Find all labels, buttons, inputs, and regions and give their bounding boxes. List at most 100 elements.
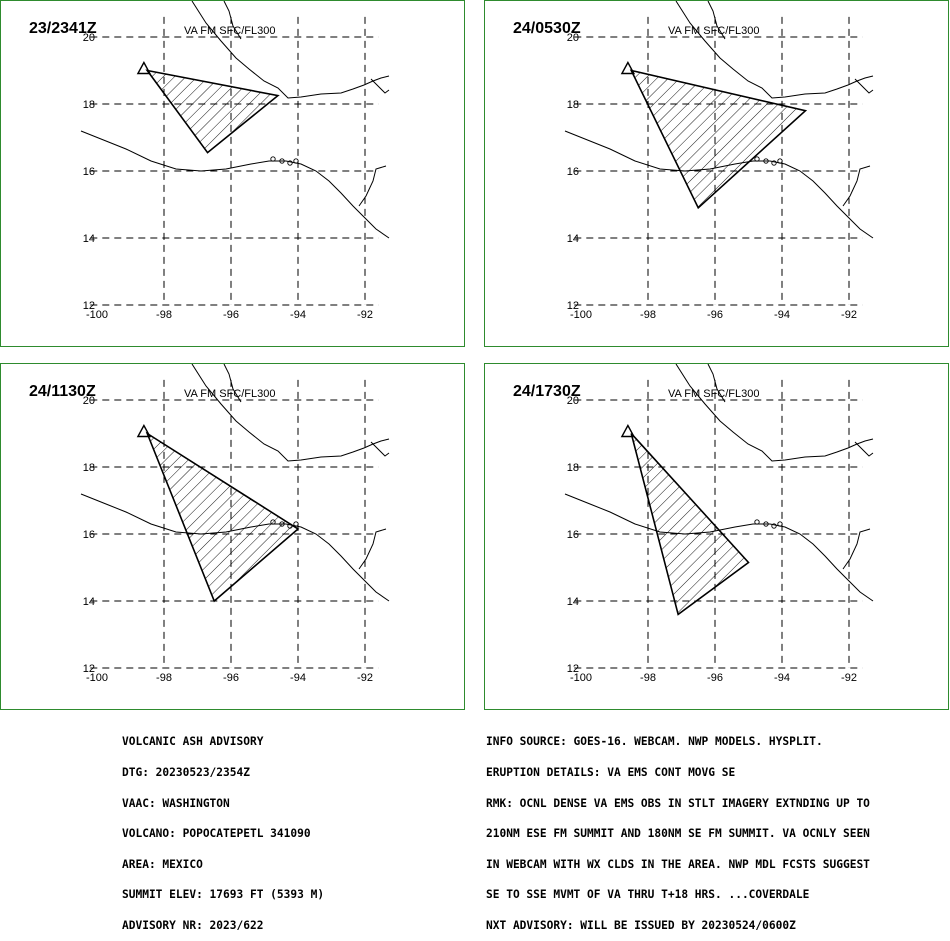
coastline-yucatan bbox=[854, 441, 874, 457]
x-tick-label: -100 bbox=[86, 309, 108, 321]
y-tick-label: 12 bbox=[567, 663, 579, 675]
x-tick-label: -98 bbox=[156, 672, 172, 684]
ash-map-2: -100 -98 -96 -94 -92 20 18 16 14 12 bbox=[564, 1, 874, 321]
panel-level-label: VA FM SFC/FL300 bbox=[668, 388, 760, 400]
panel-level-label: VA FM SFC/FL300 bbox=[668, 25, 760, 37]
y-tick-label: 16 bbox=[83, 166, 95, 178]
ash-map-3: -100 -98 -96 -94 -92 20 18 16 14 12 bbox=[80, 364, 390, 684]
ash-map-4: -100 -98 -96 -94 -92 20 18 16 14 12 bbox=[564, 364, 874, 684]
x-tick-label: -98 bbox=[640, 672, 656, 684]
y-tick-label: 20 bbox=[83, 395, 95, 407]
border-guatemala bbox=[842, 528, 871, 570]
forecast-panel-1: -100 -98 -96 -94 -92 20 18 16 14 12 23/2341Z VA F… bbox=[0, 0, 465, 347]
y-tick-label: 14 bbox=[83, 233, 95, 245]
panel-level-label: VA FM SFC/FL300 bbox=[184, 25, 276, 37]
x-tick-label: -98 bbox=[640, 309, 656, 321]
coastline-pacific bbox=[564, 493, 874, 602]
x-tick-label: -100 bbox=[570, 672, 592, 684]
x-tick-label: -92 bbox=[841, 309, 857, 321]
advisory-line: RMK: OCNL DENSE VA EMS OBS IN STLT IMAGE… bbox=[486, 796, 870, 810]
advisory-line: ERUPTION DETAILS: VA EMS CONT MOVG SE bbox=[486, 766, 736, 779]
triangle-volcano-icon bbox=[136, 61, 152, 75]
island-mark bbox=[279, 158, 285, 164]
y-tick-label: 18 bbox=[567, 462, 579, 474]
y-tick-label: 12 bbox=[83, 663, 95, 675]
advisory-line: INFO SOURCE: GOES-16. WEBCAM. NWP MODELS… bbox=[486, 735, 823, 749]
advisory-remarks-block: INFO SOURCE: GOES-16. WEBCAM. NWP MODELS… bbox=[486, 717, 870, 941]
panel-time-label: 24/1730Z bbox=[513, 383, 581, 400]
y-tick-label: 20 bbox=[567, 32, 579, 44]
coastline-gulf bbox=[675, 1, 874, 99]
y-tick-label: 12 bbox=[83, 300, 95, 312]
y-tick-label: 18 bbox=[567, 99, 579, 111]
island-mark bbox=[771, 160, 777, 166]
coastline-pacific bbox=[80, 130, 390, 239]
border-guatemala bbox=[358, 528, 387, 570]
triangle-volcano-icon bbox=[136, 424, 152, 438]
ash-cloud-polygon bbox=[629, 69, 808, 210]
coastline-yucatan bbox=[370, 78, 390, 94]
y-tick-label: 14 bbox=[567, 233, 579, 245]
island-mark bbox=[777, 158, 783, 164]
y-tick-label: 12 bbox=[567, 300, 579, 312]
coastline-gulf bbox=[675, 364, 874, 462]
advisory-line: NXT ADVISORY: WILL BE ISSUED BY 20230524… bbox=[486, 918, 796, 932]
advisory-line: ADVISORY NR: 2023/622 bbox=[122, 918, 264, 932]
x-tick-label: -92 bbox=[357, 672, 373, 684]
island-mark bbox=[754, 519, 760, 525]
x-tick-label: -92 bbox=[841, 672, 857, 684]
advisory-line: SUMMIT ELEV: 17693 FT (5393 M) bbox=[122, 888, 325, 902]
panel-time-label: 23/2341Z bbox=[29, 20, 97, 37]
ash-map-1: -100 -98 -96 -94 -92 20 18 16 14 12 bbox=[80, 1, 390, 321]
panel-time-label: 24/1130Z bbox=[29, 383, 96, 400]
x-tick-label: -94 bbox=[290, 309, 306, 321]
forecast-panel-3: -100 -98 -96 -94 -92 20 18 16 14 12 24/1130Z VA F… bbox=[0, 363, 465, 710]
x-tick-label: -96 bbox=[223, 672, 239, 684]
advisory-line: VOLCANO: POPOCATEPETL 341090 bbox=[122, 827, 311, 841]
island-mark bbox=[771, 523, 777, 529]
y-tick-label: 16 bbox=[567, 166, 579, 178]
triangle-volcano-icon bbox=[620, 61, 636, 75]
forecast-panel-2: -100 -98 -96 -94 -92 20 18 16 14 12 24/0530Z VA F… bbox=[484, 0, 949, 347]
advisory-line: SE TO SSE MVMT OF VA THRU T+18 HRS. ...C… bbox=[486, 888, 810, 902]
triangle-volcano-icon bbox=[620, 424, 636, 438]
island-mark bbox=[270, 156, 276, 162]
x-tick-label: -94 bbox=[774, 672, 790, 684]
panel-time-label: 24/0530Z bbox=[513, 20, 581, 37]
border-guatemala bbox=[358, 165, 387, 207]
coastline-gulf-north bbox=[707, 1, 726, 40]
y-tick-label: 18 bbox=[83, 462, 95, 474]
panel-level-label: VA FM SFC/FL300 bbox=[184, 388, 276, 400]
forecast-panel-4: -100 -98 -96 -94 -92 20 18 16 14 12 24/1730Z VA F… bbox=[484, 363, 949, 710]
island-mark bbox=[763, 521, 769, 527]
x-tick-label: -96 bbox=[707, 672, 723, 684]
y-tick-label: 20 bbox=[83, 32, 95, 44]
x-tick-label: -98 bbox=[156, 309, 172, 321]
x-tick-label: -100 bbox=[86, 672, 108, 684]
border-guatemala bbox=[842, 165, 871, 207]
y-tick-label: 16 bbox=[567, 529, 579, 541]
ash-cloud-polygon bbox=[145, 69, 280, 154]
island-mark bbox=[777, 521, 783, 527]
x-tick-label: -96 bbox=[707, 309, 723, 321]
coastline-gulf-north bbox=[707, 364, 726, 403]
coastline-gulf-north bbox=[223, 364, 242, 403]
island-mark bbox=[293, 158, 299, 164]
x-tick-label: -96 bbox=[223, 309, 239, 321]
x-tick-label: -100 bbox=[570, 309, 592, 321]
advisory-header-block: VOLCANIC ASH ADVISORY DTG: 20230523/2354… bbox=[122, 717, 324, 941]
island-mark bbox=[287, 160, 293, 166]
x-tick-label: -92 bbox=[357, 309, 373, 321]
x-tick-label: -94 bbox=[290, 672, 306, 684]
advisory-line: DTG: 20230523/2354Z bbox=[122, 766, 250, 779]
coastline-gulf bbox=[191, 1, 390, 99]
ash-cloud-polygon bbox=[145, 431, 300, 603]
advisory-line: VOLCANIC ASH ADVISORY bbox=[122, 735, 264, 749]
coastline-pacific bbox=[564, 130, 874, 239]
y-tick-label: 14 bbox=[567, 596, 579, 608]
advisory-line: IN WEBCAM WITH WX CLDS IN THE AREA. NWP … bbox=[486, 857, 870, 871]
advisory-line: 210NM ESE FM SUMMIT AND 180NM SE FM SUMM… bbox=[486, 827, 870, 841]
coastline-yucatan bbox=[854, 78, 874, 94]
advisory-line: VAAC: WASHINGTON bbox=[122, 796, 230, 810]
island-mark bbox=[754, 156, 760, 162]
